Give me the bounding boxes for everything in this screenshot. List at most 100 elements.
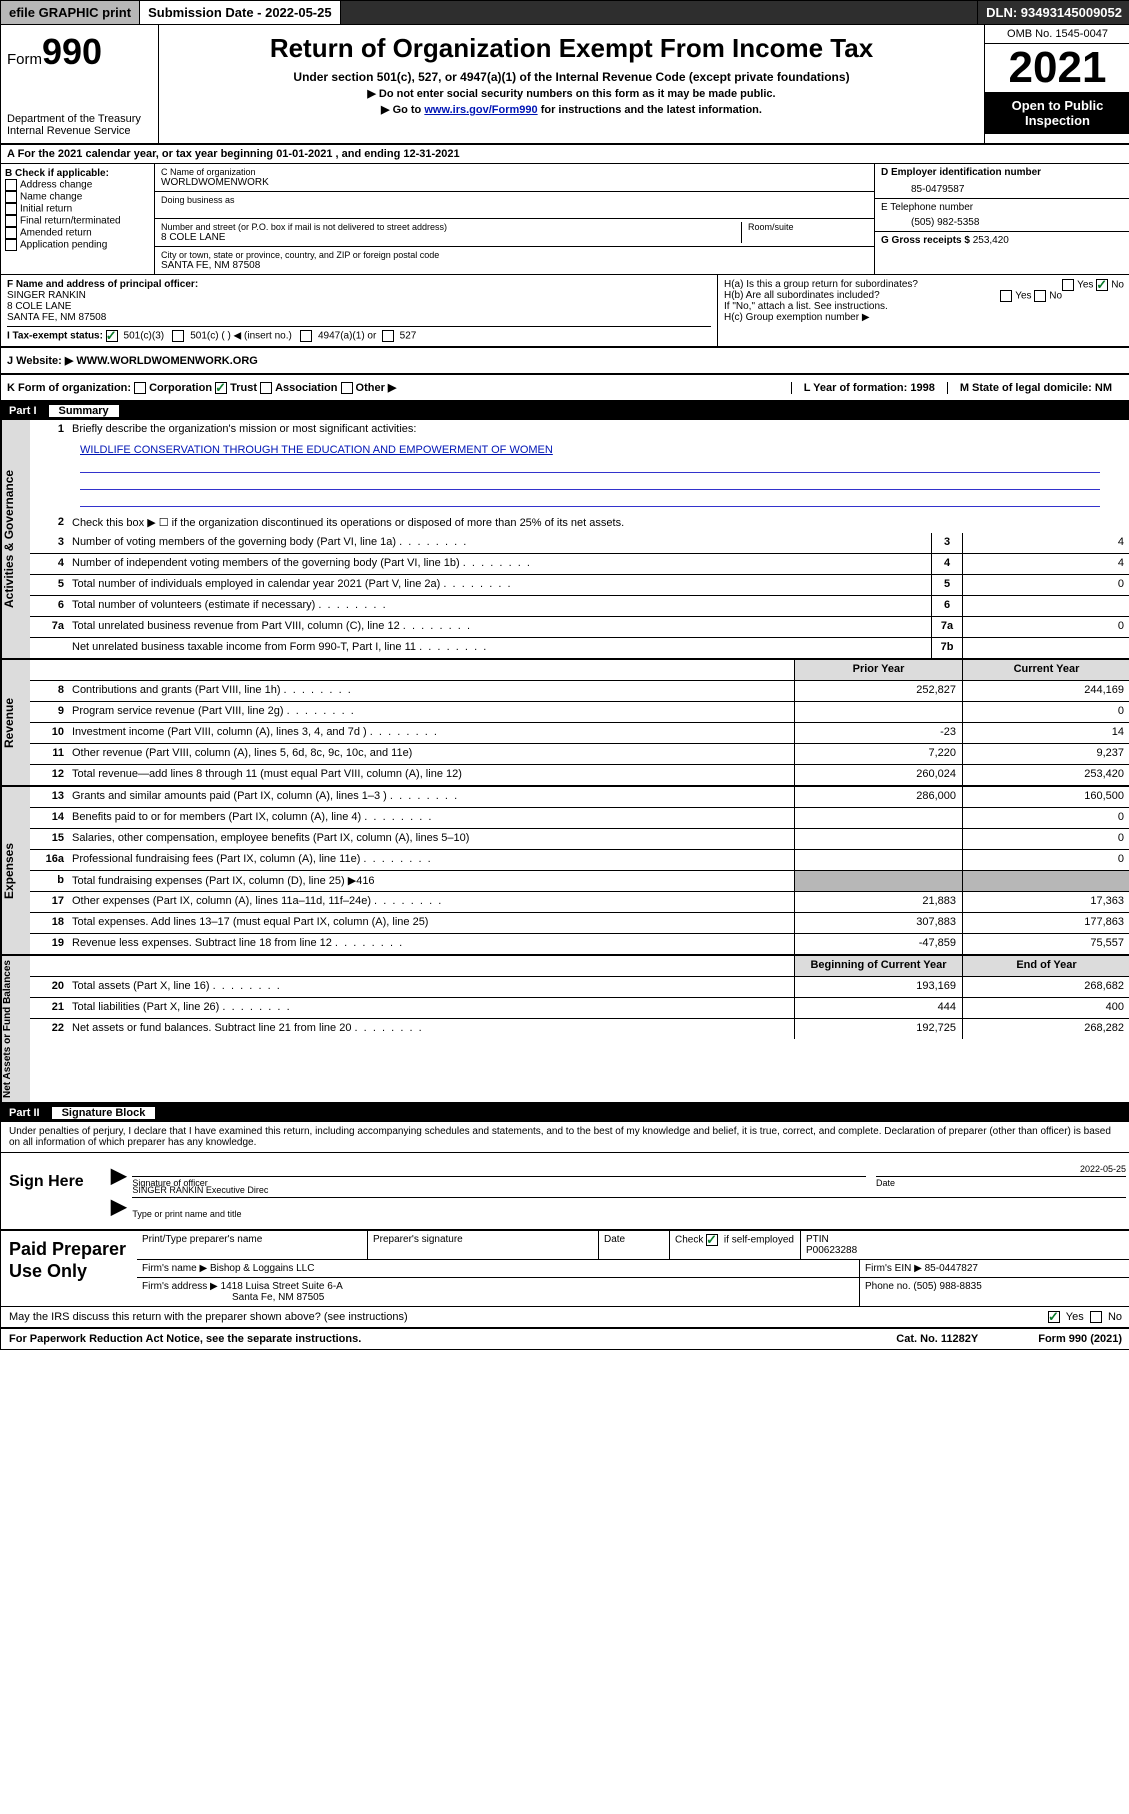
prep-row-1: Print/Type preparer's name Preparer's si… (137, 1231, 1129, 1260)
revenue-vlabel: Revenue (1, 660, 30, 785)
r1-desc: Briefly describe the organization's miss… (68, 420, 1129, 440)
chk-address-change[interactable]: Address change (5, 179, 150, 191)
topbar-spacer (341, 1, 979, 24)
prep-selfemp: Check if self-employed (670, 1231, 801, 1259)
part2-header: Part II Signature Block (1, 1104, 1129, 1122)
goto-post: for instructions and the latest informat… (538, 104, 762, 116)
preparer-row: Paid Preparer Use Only Print/Type prepar… (1, 1231, 1129, 1307)
row-5: 5Total number of individuals employed in… (30, 575, 1129, 596)
firm-addr-cell: Firm's address ▶ 1418 Luisa Street Suite… (137, 1278, 860, 1306)
sig-name-value: SINGER RANKIN Executive Direc (132, 1185, 1126, 1195)
chk-501c[interactable] (172, 330, 184, 342)
f-name: SINGER RANKIN (7, 290, 711, 301)
prior-year-header: Prior Year (794, 660, 962, 680)
prep-date-label: Date (599, 1231, 670, 1259)
chk-application[interactable]: Application pending (5, 239, 150, 251)
form-subtitle: Under section 501(c), 527, or 4947(a)(1)… (169, 70, 974, 84)
ein-row: D Employer identification number 85-0479… (875, 164, 1129, 199)
phone-value: (505) 982-5358 (881, 213, 1124, 228)
r3-val: 4 (962, 533, 1129, 553)
row-1: 1 Briefly describe the organization's mi… (30, 420, 1129, 440)
arrow-icon: ▶ (111, 1194, 126, 1219)
addr-label: Number and street (or P.O. box if mail i… (161, 222, 741, 232)
efile-label[interactable]: efile GRAPHIC print (1, 1, 140, 24)
row-7b: Net unrelated business taxable income fr… (30, 638, 1129, 658)
city-value: SANTA FE, NM 87508 (161, 260, 868, 271)
revenue-header: Prior Year Current Year (30, 660, 1129, 681)
city-label: City or town, state or province, country… (161, 250, 868, 260)
gross-label: G Gross receipts $ (881, 235, 970, 246)
bottom-row: For Paperwork Reduction Act Notice, see … (1, 1329, 1129, 1349)
hb-row: H(b) Are all subordinates included? Yes … (724, 290, 1124, 301)
hb2-label: If "No," attach a list. See instructions… (724, 301, 1124, 312)
row-20: 20Total assets (Part X, line 16) 193,169… (30, 977, 1129, 998)
netassets-vlabel: Net Assets or Fund Balances (1, 956, 30, 1102)
hc-label: H(c) Group exemption number ▶ (724, 312, 1124, 323)
governance-rows: 1 Briefly describe the organization's mi… (30, 420, 1129, 658)
phone-label: E Telephone number (881, 202, 1124, 213)
expenses-section: Expenses 13Grants and similar amounts pa… (1, 787, 1129, 956)
row-15: 15Salaries, other compensation, employee… (30, 829, 1129, 850)
chk-other[interactable] (341, 382, 353, 394)
row-12: 12Total revenue—add lines 8 through 11 (… (30, 765, 1129, 785)
chk-ha-yes[interactable] (1062, 279, 1074, 291)
chk-discuss-yes[interactable] (1048, 1311, 1060, 1323)
r7b-val (962, 638, 1129, 658)
prep-row-2: Firm's name ▶ Bishop & Loggains LLC Firm… (137, 1260, 1129, 1278)
row-10: 10Investment income (Part VIII, column (… (30, 723, 1129, 744)
ein-label: D Employer identification number (881, 167, 1124, 178)
firm-ein: 85-0447827 (925, 1263, 978, 1274)
revenue-section: Revenue Prior Year Current Year 8Contrib… (1, 660, 1129, 787)
chk-final-return[interactable]: Final return/terminated (5, 215, 150, 227)
row-16a: 16aProfessional fundraising fees (Part I… (30, 850, 1129, 871)
chk-assoc[interactable] (260, 382, 272, 394)
firm-phone: (505) 988-8835 (913, 1281, 981, 1292)
row-b-c-d: B Check if applicable: Address change Na… (1, 164, 1129, 275)
irs-link[interactable]: www.irs.gov/Form990 (424, 104, 537, 116)
chk-amended[interactable]: Amended return (5, 227, 150, 239)
chk-ha-no[interactable] (1096, 279, 1108, 291)
i-row: I Tax-exempt status: 501(c)(3) 501(c) ( … (7, 326, 711, 342)
org-name-row: C Name of organization WORLDWOMENWORK (155, 164, 874, 192)
firm-name: Bishop & Loggains LLC (210, 1263, 315, 1274)
netassets-rows: Beginning of Current Year End of Year 20… (30, 956, 1129, 1102)
m-label: M State of legal domicile: NM (947, 382, 1124, 394)
chk-hb-yes[interactable] (1000, 290, 1012, 302)
irs-label: Internal Revenue Service (7, 125, 152, 137)
governance-section: Activities & Governance 1 Briefly descri… (1, 420, 1129, 660)
prep-row-3: Firm's address ▶ 1418 Luisa Street Suite… (137, 1278, 1129, 1306)
prep-ptin: PTINP00623288 (801, 1231, 1129, 1259)
i-label: I Tax-exempt status: (7, 331, 103, 342)
perjury-text: Under penalties of perjury, I declare th… (1, 1122, 1129, 1153)
chk-hb-no[interactable] (1034, 290, 1046, 302)
row-3: 3Number of voting members of the governi… (30, 533, 1129, 554)
dba-label: Doing business as (161, 195, 868, 205)
r7a-val: 0 (962, 617, 1129, 637)
chk-selfemp[interactable] (706, 1234, 718, 1246)
part1-title: Summary (49, 405, 119, 417)
chk-501c3[interactable] (106, 330, 118, 342)
sign-here-label: Sign Here (1, 1153, 107, 1229)
chk-trust[interactable] (215, 382, 227, 394)
form-number: Form990 (7, 31, 152, 73)
chk-name-change[interactable]: Name change (5, 191, 150, 203)
row-2: 2 Check this box ▶ ☐ if the organization… (30, 513, 1129, 533)
row-22: 22Net assets or fund balances. Subtract … (30, 1019, 1129, 1039)
current-year-header: Current Year (962, 660, 1129, 680)
chk-corp[interactable] (134, 382, 146, 394)
chk-discuss-no[interactable] (1090, 1311, 1102, 1323)
l-label: L Year of formation: 1998 (791, 382, 947, 394)
form-990-page: efile GRAPHIC print Submission Date - 20… (0, 0, 1129, 1350)
j-value: WWW.WORLDWOMENWORK.ORG (76, 355, 257, 367)
ha-label: H(a) Is this a group return for subordin… (724, 279, 918, 290)
chk-initial-return[interactable]: Initial return (5, 203, 150, 215)
chk-527[interactable] (382, 330, 394, 342)
preparer-table: Print/Type preparer's name Preparer's si… (137, 1231, 1129, 1306)
governance-vlabel: Activities & Governance (1, 420, 30, 658)
chk-4947[interactable] (300, 330, 312, 342)
ha-row: H(a) Is this a group return for subordin… (724, 279, 1124, 290)
prep-name-label: Print/Type preparer's name (137, 1231, 368, 1259)
row-j: J Website: ▶ WWW.WORLDWOMENWORK.ORG (1, 348, 1129, 375)
form-header: Form990 Department of the Treasury Inter… (1, 25, 1129, 145)
col-b: B Check if applicable: Address change Na… (1, 164, 155, 274)
